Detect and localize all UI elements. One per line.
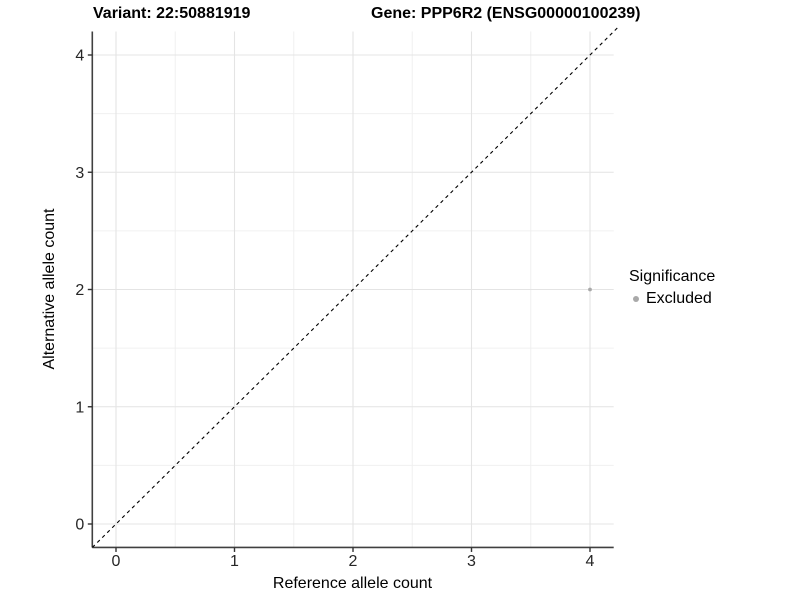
- x-axis-title: Reference allele count: [272, 575, 433, 592]
- y-tick-label: 0: [75, 517, 84, 534]
- y-tick-label: 3: [75, 165, 84, 182]
- variant-title: Variant: 22:50881919: [93, 5, 251, 22]
- y-tick-label: 2: [75, 282, 84, 299]
- legend-item-excluded: Excluded: [629, 290, 715, 308]
- x-tick-label: 3: [467, 553, 476, 570]
- x-tick-label: 0: [112, 553, 121, 570]
- excluded-marker-icon: [633, 296, 639, 302]
- gene-title: Gene: PPP6R2 (ENSG00000100239): [371, 5, 641, 22]
- y-axis-title: Alternative allele count: [41, 208, 58, 370]
- y-tick-label: 4: [75, 48, 84, 65]
- x-tick-label: 4: [586, 553, 595, 570]
- legend-title: Significance: [629, 268, 716, 285]
- legend: Significance Excluded: [629, 268, 715, 308]
- x-tick-label: 2: [349, 553, 358, 570]
- identity-dashed-line: [91, 27, 618, 548]
- x-tick-label: 1: [230, 553, 239, 570]
- y-tick-label: 1: [75, 399, 84, 416]
- data-point-excluded: [588, 287, 592, 292]
- legend-item-label: Excluded: [646, 290, 712, 307]
